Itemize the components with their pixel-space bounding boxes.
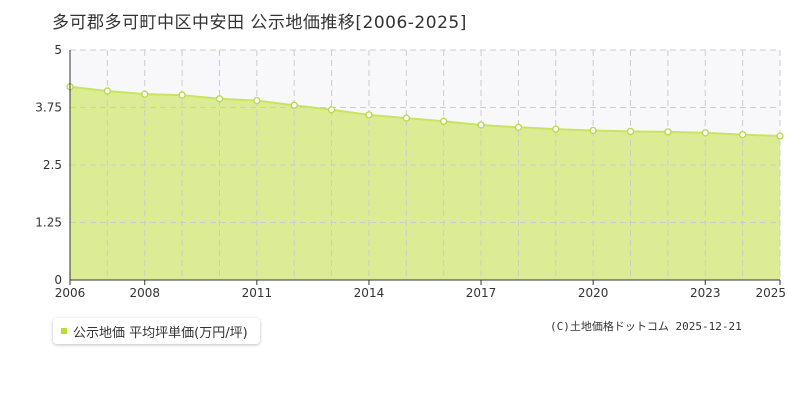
y-tick-label: 3.75: [35, 101, 62, 115]
credit-text: (C)土地価格ドットコム 2025-12-21: [550, 320, 742, 333]
data-point: [514, 123, 523, 131]
data-point: [552, 125, 560, 133]
data-point: [626, 127, 635, 136]
data-point: [253, 96, 261, 105]
data-point: [440, 117, 448, 125]
data-point: [290, 101, 298, 109]
x-tick-label: 2020: [578, 286, 609, 300]
data-point: [589, 126, 597, 135]
chart-title: 多可郡多可町中区中安田 公示地価推移[2006-2025]: [52, 13, 467, 33]
y-tick-labels: 0 1.25 2.5 3.75 5: [35, 43, 62, 287]
data-point: [701, 129, 709, 137]
data-point: [477, 121, 485, 129]
data-point: [402, 114, 410, 122]
x-tick-label: 2023: [690, 286, 721, 300]
data-point: [178, 91, 186, 99]
y-tick-label: 2.5: [43, 158, 62, 172]
data-point: [776, 132, 784, 140]
x-tick-label: 2008: [129, 286, 160, 300]
legend: 公示地価 平均坪単価(万円/坪): [53, 318, 260, 344]
y-tick-label: 0: [54, 273, 62, 287]
x-tick-label: 2017: [466, 286, 497, 300]
x-tick-labels: 2006 2008 2011 2014 2017 2020 2023 2025: [55, 280, 786, 300]
data-point: [327, 106, 336, 114]
y-tick-label: 5: [54, 43, 62, 57]
y-tick-label: 1.25: [35, 216, 62, 230]
legend-label: 公示地価 平均坪単価(万円/坪): [73, 325, 248, 341]
x-tick-label: 2014: [354, 286, 385, 300]
series-line: [69, 85, 781, 138]
data-point: [365, 111, 373, 119]
data-point: [738, 130, 747, 139]
series-area: [70, 86, 780, 280]
data-point: [141, 90, 149, 98]
data-point: [103, 87, 112, 95]
x-tick-label: 2011: [242, 286, 273, 300]
grid-layer: [70, 49, 781, 280]
data-point: [215, 95, 224, 103]
x-tick-label: 2025: [755, 286, 786, 300]
legend-swatch: [61, 328, 67, 334]
data-point: [664, 128, 672, 136]
x-tick-label: 2006: [55, 286, 86, 300]
